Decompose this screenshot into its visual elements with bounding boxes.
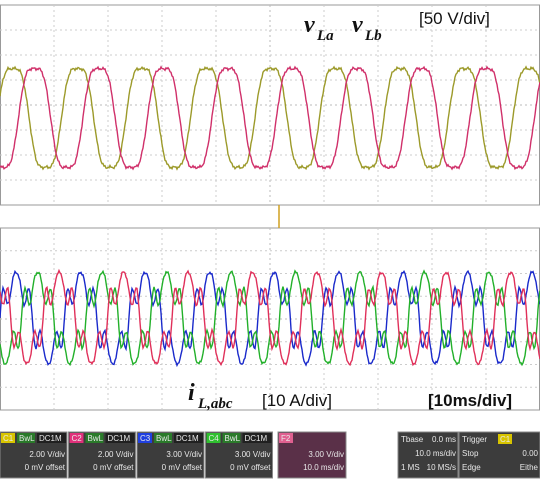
trace-subscript: Lb	[364, 28, 382, 44]
status-text: Trigger	[462, 435, 487, 444]
trace-subscript: La	[316, 28, 334, 44]
status-text: 0 mV offset	[25, 463, 66, 472]
status-text: 0.00	[522, 449, 538, 458]
status-text: Edge	[462, 463, 481, 472]
status-text: C4	[209, 434, 220, 443]
trace-subscript: L,abc	[197, 396, 233, 412]
status-text: 10.0 ms/div	[303, 463, 344, 472]
status-text: 0 mV offset	[162, 463, 203, 472]
status-text: C3	[140, 434, 151, 443]
timebase-label: [10ms/div]	[428, 391, 512, 410]
status-text: C1	[500, 435, 511, 444]
status-text: 3.00 V/div	[166, 450, 202, 459]
status-text: DC1M	[39, 434, 62, 443]
status-text: C1	[3, 434, 14, 443]
status-bar: C1 BwL DC1M 2.00 V/div 0 mV offset C2 BwL DC1M 2…	[0, 432, 540, 478]
scale-label: [10 A/div]	[262, 391, 332, 410]
status-text: F2	[281, 434, 291, 443]
trace-symbol: v	[304, 12, 315, 38]
status-text: BwL	[156, 434, 172, 443]
status-text: Eithe	[520, 463, 539, 472]
status-text: 3.00 V/div	[308, 450, 344, 459]
status-text: 10.0 ms/div	[415, 449, 456, 458]
trace-symbol: i	[188, 380, 195, 406]
status-text: 10 MS/s	[427, 463, 456, 472]
status-text: BwL	[225, 434, 241, 443]
status-text: BwL	[88, 434, 104, 443]
status-text: 0.0 ms	[432, 435, 456, 444]
status-text: DC1M	[108, 434, 131, 443]
status-text: 3.00 V/div	[235, 450, 271, 459]
trace-symbol: v	[352, 12, 363, 38]
status-text: 0 mV offset	[230, 463, 271, 472]
status-text: Tbase	[401, 435, 424, 444]
status-text: 1 MS	[401, 463, 420, 472]
status-text: 0 mV offset	[93, 463, 134, 472]
status-text: DC1M	[176, 434, 199, 443]
status-text: DC1M	[245, 434, 268, 443]
status-text: Stop	[462, 449, 479, 458]
status-text: 2.00 V/div	[29, 450, 65, 459]
oscilloscope-screen: v La v Lb [50 V/div] i L,abc [10 A/div] …	[0, 0, 540, 480]
scale-label: [50 V/div]	[419, 9, 490, 28]
status-text: C2	[72, 434, 83, 443]
status-text: 2.00 V/div	[98, 450, 134, 459]
status-text: BwL	[19, 434, 35, 443]
